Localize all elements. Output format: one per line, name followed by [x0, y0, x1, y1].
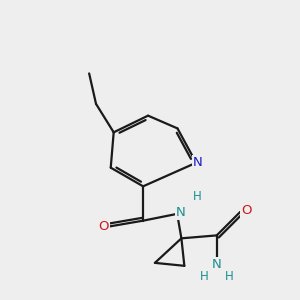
- Text: H: H: [225, 270, 233, 283]
- Text: N: N: [193, 156, 202, 169]
- Text: O: O: [98, 220, 109, 233]
- Text: H: H: [200, 270, 209, 283]
- Text: N: N: [212, 258, 222, 271]
- Text: H: H: [193, 190, 202, 202]
- Text: N: N: [176, 206, 186, 219]
- Text: O: O: [242, 204, 252, 217]
